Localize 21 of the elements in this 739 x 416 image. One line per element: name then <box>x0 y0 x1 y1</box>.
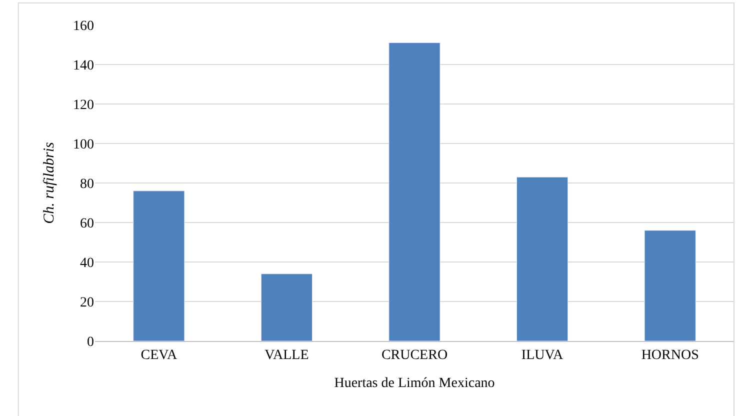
y-tick-label: 120 <box>73 98 94 113</box>
bar <box>260 274 313 341</box>
y-tick-label: 60 <box>80 216 94 232</box>
y-tick-label: 140 <box>73 58 94 74</box>
y-tick-label: 40 <box>80 256 94 271</box>
x-tick-label: CEVA <box>140 348 178 363</box>
x-tick-label: ILUVA <box>521 348 564 363</box>
y-tick-label: 80 <box>80 176 94 192</box>
bar <box>516 176 568 341</box>
x-tick-label: VALLE <box>264 348 309 363</box>
bar <box>388 42 440 341</box>
x-tick-label: CRUCERO <box>381 348 448 363</box>
y-axis-title: Ch. rufilabris <box>41 142 58 224</box>
x-tick-label: HORNOS <box>641 348 699 363</box>
y-tick-label: 20 <box>80 295 94 310</box>
y-tick-label: 100 <box>73 137 94 152</box>
y-tick-label: 160 <box>73 18 94 34</box>
y-tick-label: 0 <box>87 334 94 350</box>
bar <box>133 190 185 341</box>
bar <box>644 230 696 341</box>
x-axis-title: Huertas de Limón Mexicano <box>334 376 495 392</box>
